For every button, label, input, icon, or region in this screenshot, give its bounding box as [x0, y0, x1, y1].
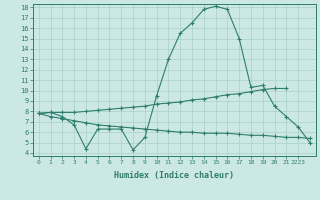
X-axis label: Humidex (Indice chaleur): Humidex (Indice chaleur): [114, 171, 234, 180]
